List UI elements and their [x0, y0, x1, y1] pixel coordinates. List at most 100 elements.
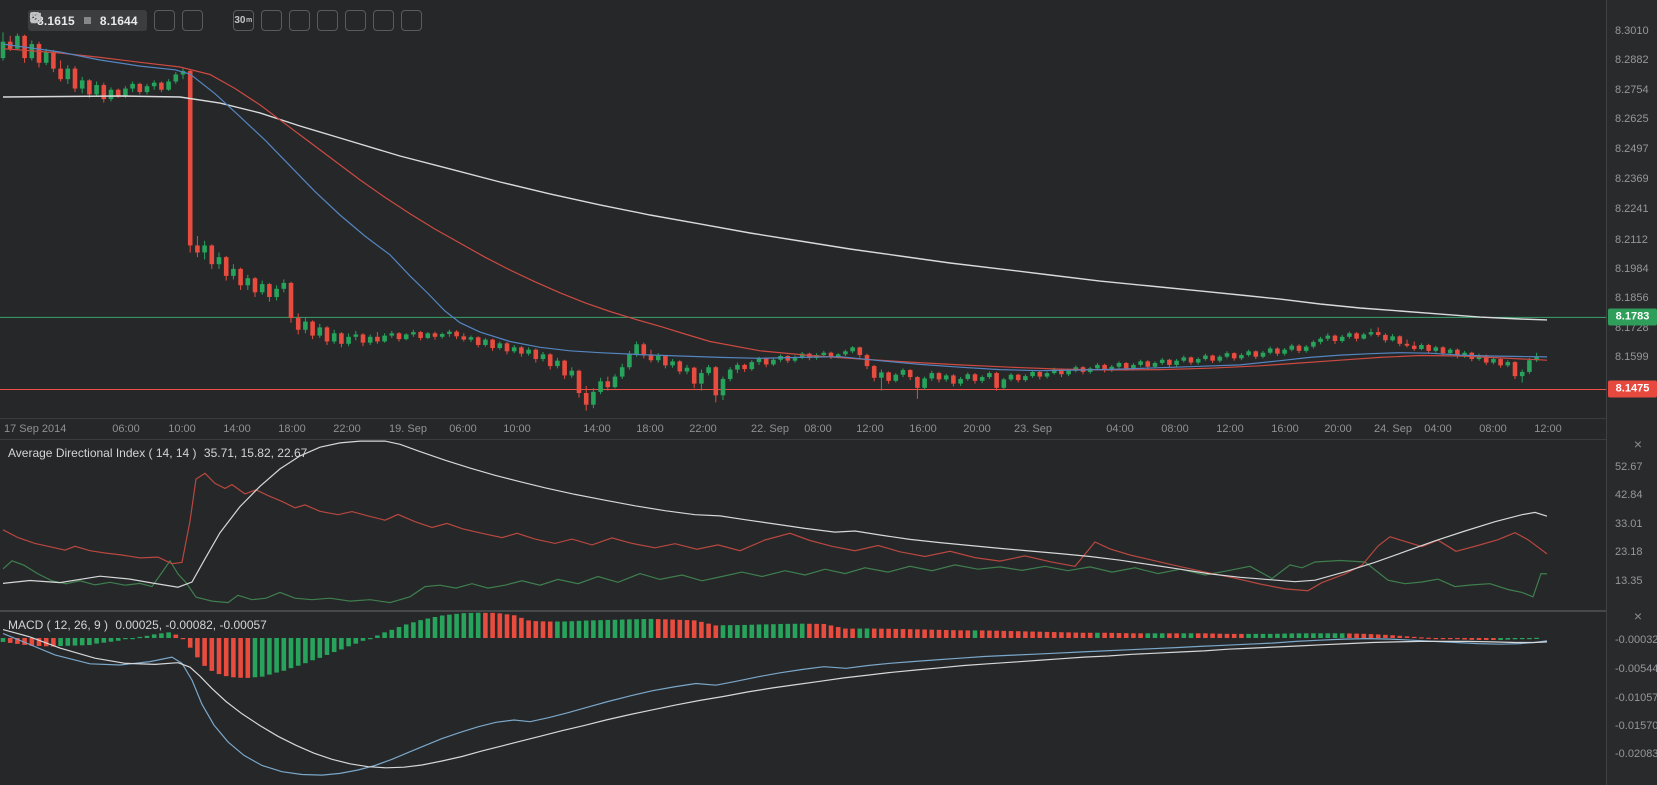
candle[interactable] [1095, 364, 1100, 369]
candle[interactable] [65, 68, 71, 80]
candle[interactable] [1455, 349, 1460, 356]
candle[interactable] [202, 245, 207, 253]
candle[interactable] [1023, 376, 1028, 381]
candle[interactable] [259, 284, 265, 293]
candle[interactable] [1145, 361, 1151, 367]
candle[interactable] [382, 335, 387, 342]
candle[interactable] [1527, 360, 1532, 372]
candle[interactable] [281, 282, 287, 289]
candle[interactable] [1505, 362, 1511, 366]
candle[interactable] [1318, 338, 1323, 342]
candle[interactable] [137, 83, 143, 93]
candle[interactable] [1275, 348, 1280, 354]
candle[interactable] [886, 372, 891, 381]
candle[interactable] [929, 373, 935, 379]
candle[interactable] [591, 391, 596, 405]
candle[interactable] [1426, 344, 1431, 351]
candle[interactable] [576, 370, 582, 393]
candle[interactable] [87, 80, 92, 95]
candle[interactable] [1217, 356, 1223, 361]
time-axis[interactable]: 17 Sep 2014 06:00 10:00 14:00 18:00 22:00 19. … [0, 418, 1606, 440]
candle[interactable] [1433, 347, 1439, 351]
adx-close-button[interactable]: × [1633, 436, 1643, 452]
adx-panel[interactable] [0, 440, 1606, 612]
candle[interactable] [1008, 374, 1014, 380]
candle[interactable] [1303, 346, 1309, 351]
candle[interactable] [1059, 369, 1064, 375]
candle[interactable] [475, 337, 481, 345]
candle[interactable] [1296, 345, 1302, 351]
candle[interactable] [1260, 352, 1266, 357]
candle[interactable] [612, 376, 618, 388]
candle[interactable] [1246, 351, 1251, 356]
candle[interactable] [173, 74, 179, 82]
candle[interactable] [965, 374, 971, 379]
candle[interactable] [627, 354, 632, 368]
candle[interactable] [943, 375, 949, 380]
candle[interactable] [1361, 334, 1367, 339]
candle[interactable] [677, 361, 683, 372]
quote-pill[interactable]: 8.1615 8.1644 [28, 10, 147, 31]
candle[interactable] [1289, 345, 1295, 350]
candle[interactable] [1282, 349, 1287, 354]
candle[interactable] [979, 377, 985, 381]
candle[interactable] [1152, 363, 1158, 367]
candle[interactable] [569, 370, 575, 376]
candle[interactable] [245, 278, 251, 286]
candle[interactable] [907, 370, 913, 378]
candle[interactable] [1354, 333, 1359, 339]
candle[interactable] [850, 347, 855, 352]
candle[interactable] [713, 367, 719, 396]
candle[interactable] [605, 381, 611, 388]
candle[interactable] [274, 288, 279, 297]
duplicate-chart-button[interactable] [30, 10, 366, 31]
candle[interactable] [490, 339, 495, 349]
candle[interactable] [418, 332, 423, 338]
candle[interactable] [195, 245, 200, 253]
candle[interactable] [1066, 370, 1071, 375]
candle[interactable] [1375, 332, 1381, 335]
candle[interactable] [670, 361, 675, 366]
candle[interactable] [972, 374, 978, 381]
blue-ma-line[interactable] [2, 43, 1548, 372]
candle[interactable] [540, 354, 546, 360]
macd-panel[interactable] [0, 612, 1606, 785]
candle[interactable] [857, 347, 863, 356]
candle[interactable] [1239, 355, 1244, 359]
candle[interactable] [403, 334, 409, 340]
candle[interactable] [1231, 353, 1237, 359]
candle[interactable] [1044, 373, 1050, 377]
candle[interactable] [79, 80, 85, 89]
candle[interactable] [691, 367, 697, 384]
candle[interactable] [180, 70, 186, 75]
candle[interactable] [1411, 345, 1417, 349]
candle[interactable] [159, 82, 164, 90]
candle[interactable] [461, 336, 467, 340]
candle[interactable] [1123, 363, 1129, 369]
candle[interactable] [547, 354, 553, 367]
candle[interactable] [123, 88, 128, 96]
candle[interactable] [216, 257, 222, 265]
candle[interactable] [0, 41, 6, 59]
candle[interactable] [238, 268, 243, 286]
candle[interactable] [1390, 336, 1395, 341]
candle[interactable] [1383, 334, 1388, 341]
candle[interactable] [324, 327, 330, 342]
candle[interactable] [1483, 355, 1489, 363]
candle[interactable] [115, 89, 121, 96]
red-ma-line[interactable] [2, 48, 1548, 371]
candle[interactable] [108, 89, 114, 100]
candle[interactable] [1397, 336, 1403, 344]
candle[interactable] [1159, 359, 1165, 364]
candle[interactable] [792, 357, 798, 361]
candle[interactable] [1116, 363, 1122, 367]
timeframe-button[interactable]: 30 m [232, 10, 254, 31]
candle[interactable] [483, 339, 488, 345]
candle[interactable] [1339, 336, 1345, 342]
candle[interactable] [1210, 355, 1215, 361]
candle[interactable] [1368, 332, 1374, 335]
candle[interactable] [562, 360, 567, 376]
candle[interactable] [1534, 356, 1539, 361]
candle[interactable] [519, 347, 524, 354]
candle[interactable] [756, 358, 762, 363]
